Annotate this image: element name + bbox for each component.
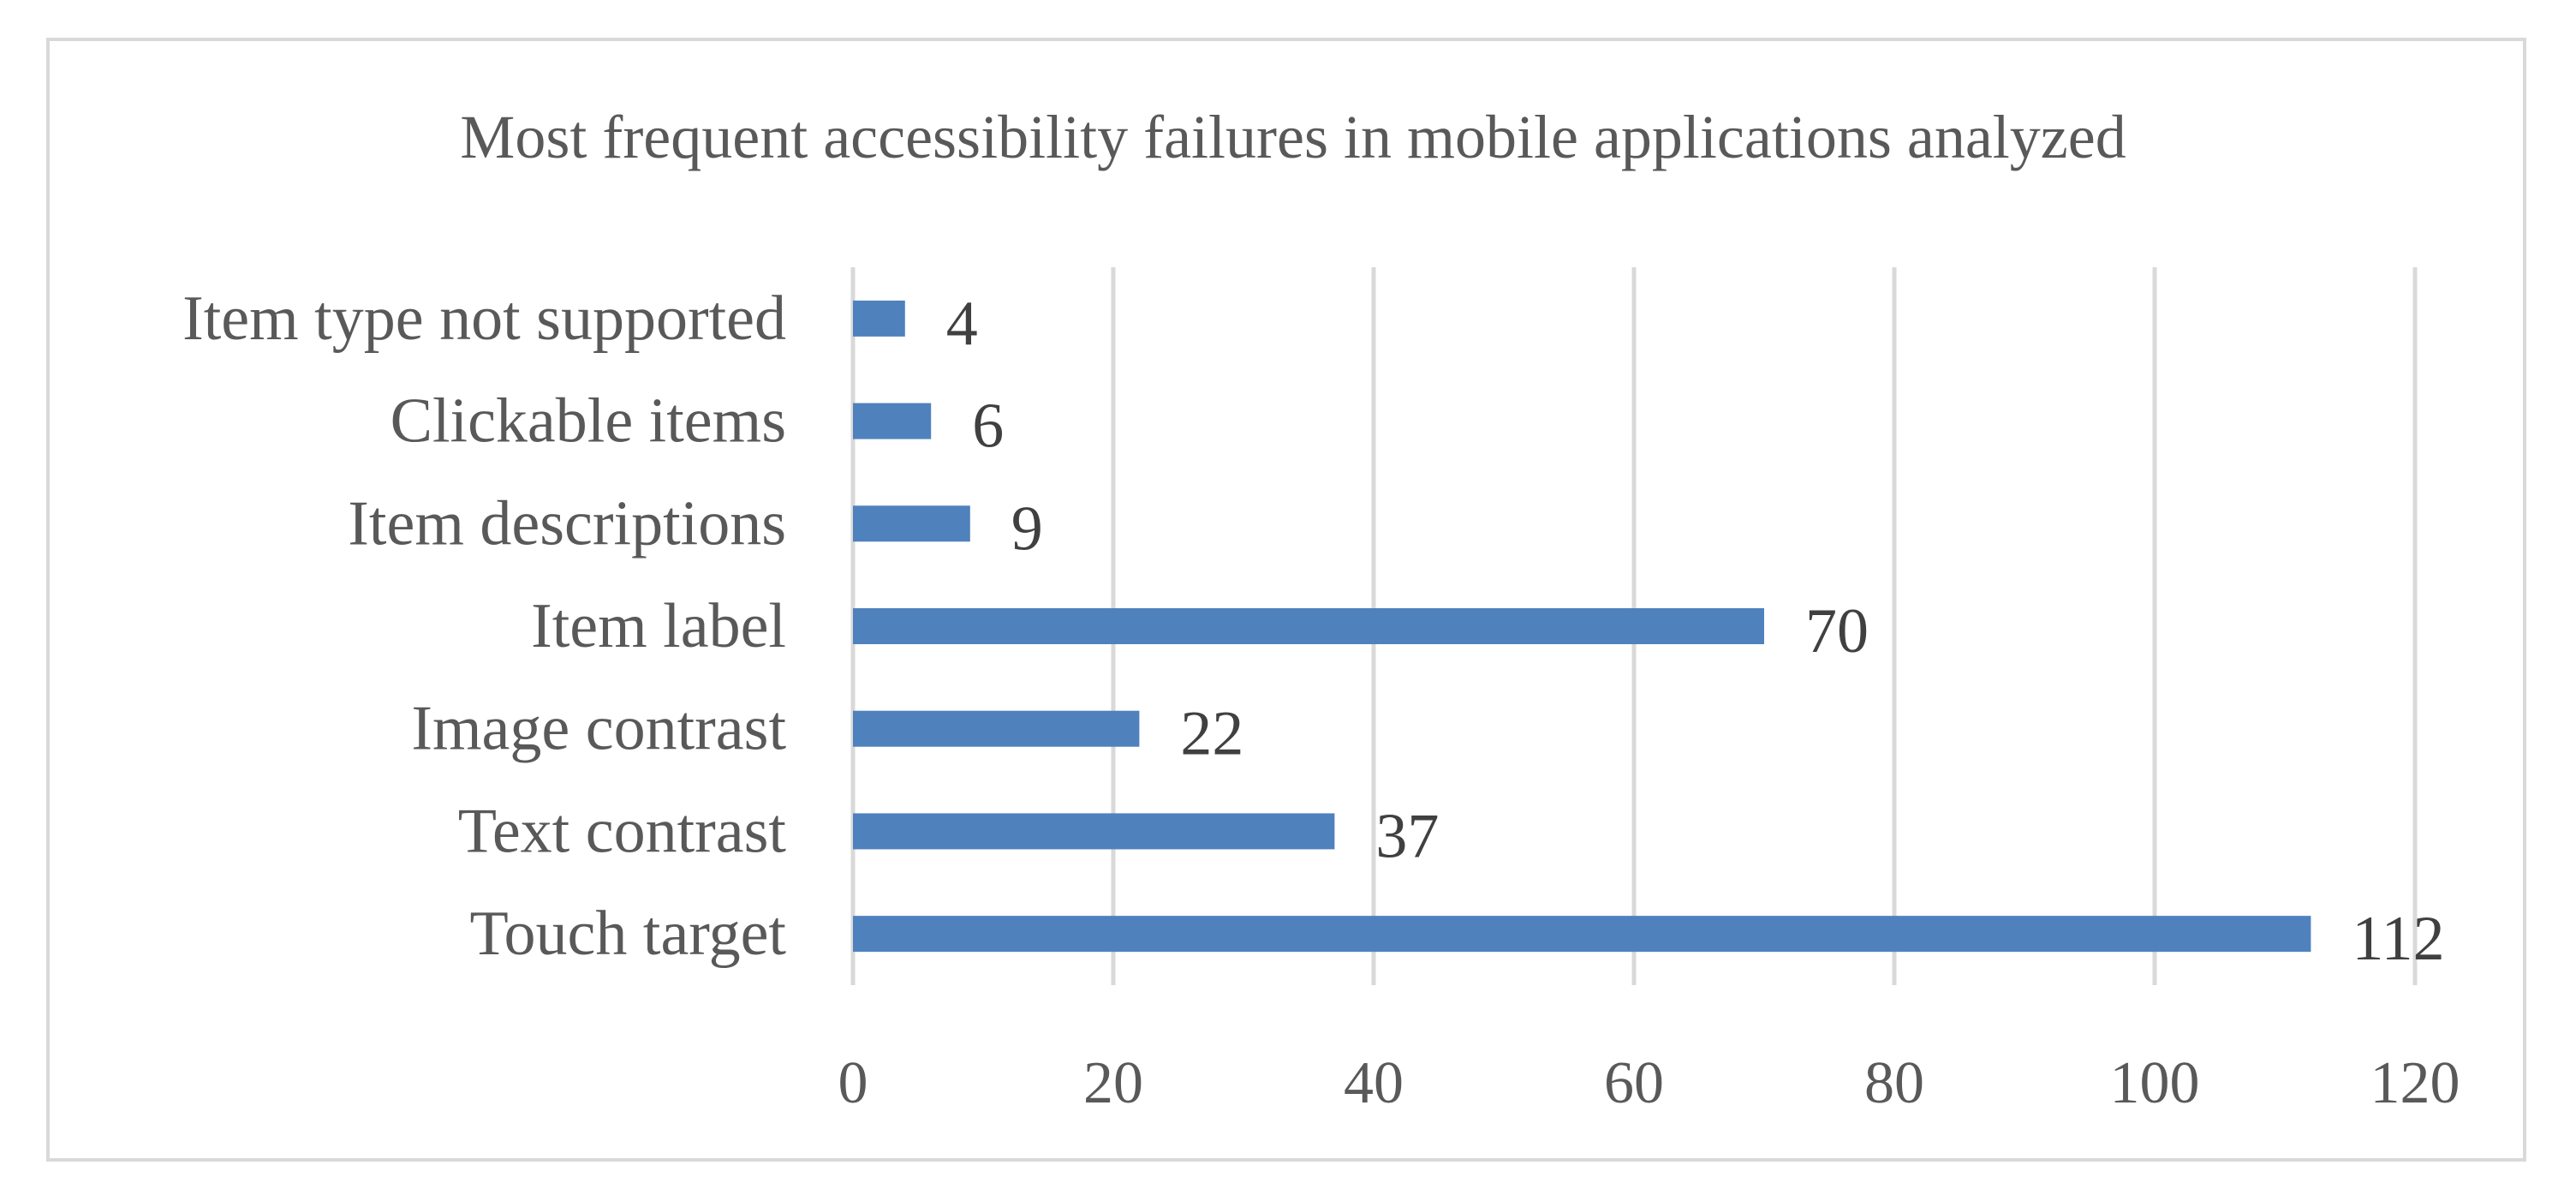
chart-title: Most frequent accessibility failures in … (460, 103, 2126, 171)
category-label: Clickable items (391, 386, 786, 457)
data-label: 22 (1180, 699, 1243, 769)
category-label: Text contrast (458, 796, 787, 866)
data-label: 37 (1375, 801, 1439, 871)
x-tick-label: 20 (1083, 1050, 1143, 1116)
x-tick-label: 40 (1344, 1050, 1404, 1116)
data-label: 70 (1805, 596, 1869, 666)
x-tick-label: 120 (2370, 1050, 2460, 1116)
bar (853, 916, 2311, 952)
bar (853, 505, 970, 541)
x-tick-label: 0 (838, 1050, 868, 1116)
category-label: Image contrast (411, 694, 786, 764)
x-tick-label: 60 (1604, 1050, 1664, 1116)
bars (853, 301, 2311, 952)
bar (853, 813, 1334, 849)
x-axis-tick-labels: 0 20 40 60 80 100 120 (838, 1050, 2460, 1116)
data-label: 112 (2352, 904, 2444, 974)
bar (853, 608, 1764, 644)
x-tick-label: 100 (2110, 1050, 2200, 1116)
bar (853, 711, 1139, 747)
category-label: Item descriptions (348, 488, 786, 559)
data-label: 6 (972, 391, 1004, 462)
category-label: Touch target (470, 899, 787, 969)
bar (853, 301, 905, 337)
data-label: 4 (946, 289, 978, 359)
x-tick-label: 80 (1864, 1050, 1924, 1116)
bar (853, 403, 931, 439)
data-label: 9 (1011, 493, 1043, 564)
category-label: Item type not supported (182, 284, 786, 354)
category-labels: Item type not supported Clickable items It… (182, 284, 786, 969)
category-label: Item label (531, 591, 786, 661)
